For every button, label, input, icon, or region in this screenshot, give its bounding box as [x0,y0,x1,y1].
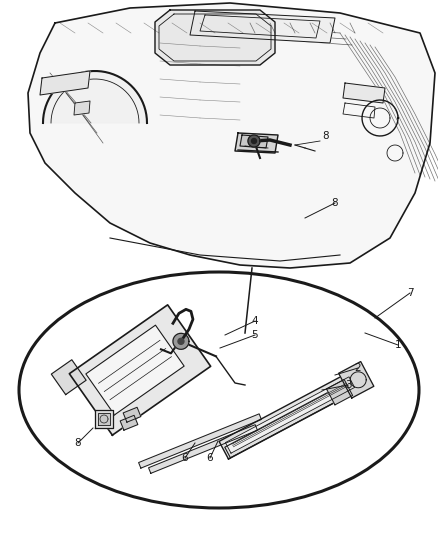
Polygon shape [226,377,355,453]
Text: 8: 8 [322,131,328,141]
Text: 1: 1 [395,340,401,350]
Polygon shape [240,135,268,148]
Polygon shape [98,413,110,425]
Polygon shape [148,425,258,473]
Polygon shape [219,371,361,459]
Text: 6: 6 [182,453,188,463]
Polygon shape [235,133,278,153]
Text: 4: 4 [252,316,258,326]
Polygon shape [190,11,335,43]
Text: 2: 2 [355,363,361,373]
Polygon shape [326,379,353,405]
Text: 8: 8 [75,438,81,448]
Polygon shape [95,410,113,428]
Text: 6: 6 [207,453,213,463]
Polygon shape [138,414,261,468]
Polygon shape [43,71,147,123]
Polygon shape [69,305,211,435]
Polygon shape [248,135,260,147]
Polygon shape [40,71,90,95]
Polygon shape [225,386,345,458]
Text: 7: 7 [407,288,413,298]
Text: 8: 8 [332,198,338,208]
Polygon shape [155,10,275,65]
Polygon shape [339,361,374,398]
Text: 5: 5 [252,330,258,340]
Polygon shape [178,338,184,344]
Polygon shape [120,415,138,430]
Polygon shape [251,139,257,143]
Polygon shape [123,407,141,422]
Polygon shape [173,333,189,349]
Polygon shape [86,325,184,415]
Polygon shape [343,83,385,103]
Polygon shape [51,360,86,394]
Polygon shape [28,3,435,268]
Text: 3: 3 [345,380,351,390]
Ellipse shape [19,272,419,508]
Polygon shape [74,101,90,115]
